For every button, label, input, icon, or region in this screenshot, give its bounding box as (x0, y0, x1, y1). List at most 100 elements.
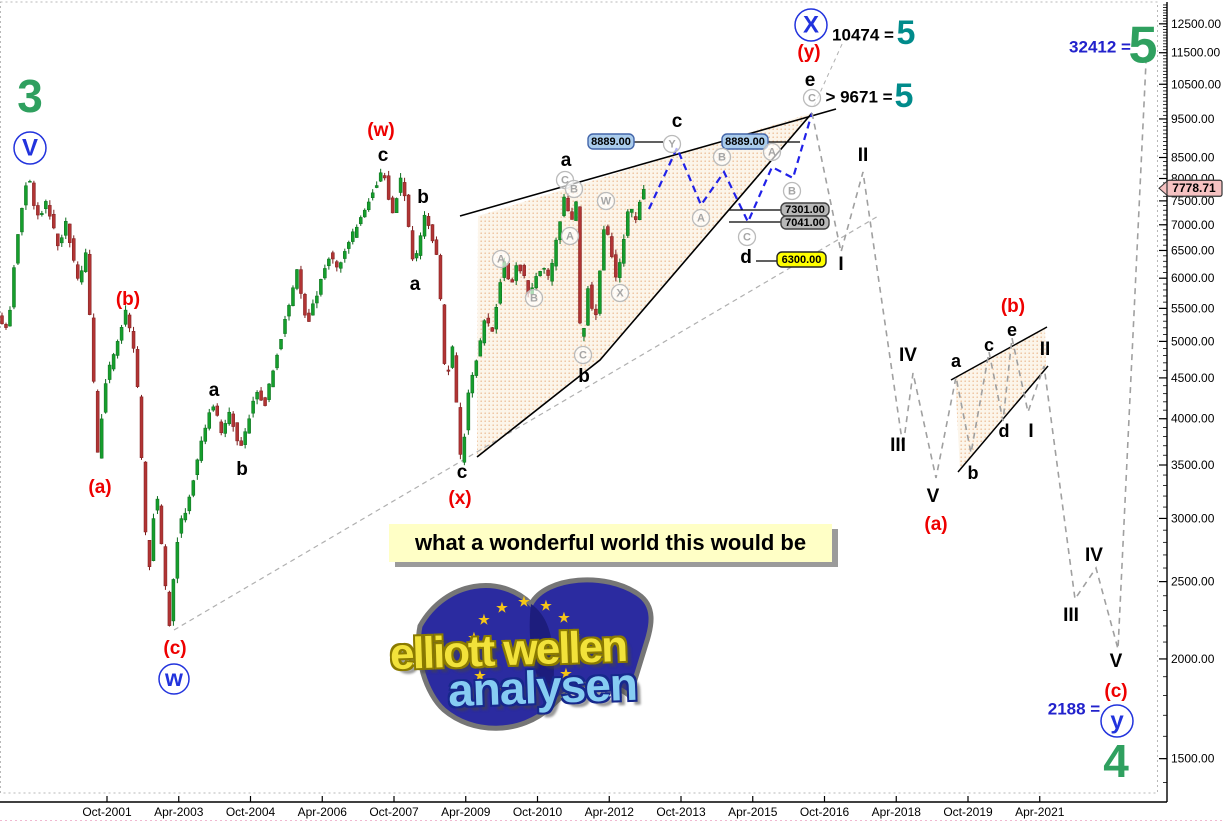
candle (171, 578, 176, 626)
candle (319, 278, 323, 297)
wave-label: d (999, 421, 1010, 441)
wave-label: II (858, 145, 869, 166)
candle (398, 173, 403, 196)
candle (470, 372, 475, 398)
candle (550, 259, 554, 286)
svg-text:8889.00: 8889.00 (591, 136, 631, 148)
candle (626, 209, 630, 238)
candle (183, 508, 188, 523)
wave-label: 3 (17, 70, 43, 122)
candle (343, 248, 347, 263)
y-axis-label: 6500.00 (1171, 243, 1215, 257)
circled-blue-labels: Vw Xy (13, 8, 1134, 738)
x-axis-label: Oct-2004 (226, 805, 276, 819)
logo-text-line2: analysen (447, 657, 638, 717)
svg-text:7301.00: 7301.00 (785, 204, 825, 216)
x-axis: Oct-2001 Apr-2003 Oct-2004 Apr-2006 Oct-2007… (0, 796, 1224, 821)
candle (271, 369, 275, 388)
candle (303, 292, 307, 318)
wave-label: > 9671 = (825, 87, 892, 106)
y-axis-label: 10500.00 (1171, 77, 1221, 91)
candle (235, 422, 239, 446)
x-axis-label: Apr-2015 (728, 805, 778, 819)
candle (279, 339, 283, 351)
svg-text:★: ★ (468, 630, 480, 645)
x-axis-label: Apr-2009 (441, 805, 491, 819)
wave-label: b (968, 463, 979, 483)
candle (16, 234, 20, 265)
svg-text:A: A (566, 230, 574, 242)
candle (83, 248, 88, 273)
candle (4, 322, 8, 330)
wave-label: b (578, 366, 590, 387)
wave-label: a (209, 380, 220, 401)
candle (231, 411, 235, 432)
candle (510, 277, 514, 283)
svg-text:A: A (697, 212, 705, 224)
candle (267, 383, 271, 403)
wave-label: V (1110, 651, 1123, 672)
candle (131, 326, 136, 353)
candle (370, 189, 375, 201)
x-axis-label: Oct-2016 (800, 805, 850, 819)
candle (24, 182, 28, 210)
candle (32, 180, 36, 210)
eu-flag-icon: ★ ★ ★ ★ ★ ★ ★ ★ ★ ★ ★ ★ (415, 577, 654, 731)
wave-label: V (927, 486, 940, 507)
y-axis-label: 8500.00 (1171, 150, 1215, 164)
candle (191, 479, 196, 498)
candle (418, 232, 423, 260)
price-level-7041.00: 7041.00 (729, 215, 830, 230)
candle (167, 590, 172, 627)
candle (187, 494, 192, 515)
x-axis-label: Apr-2012 (585, 805, 635, 819)
candle (159, 504, 164, 545)
wave-label: a (410, 274, 421, 295)
candle (542, 267, 546, 274)
candle (307, 308, 311, 322)
candle (215, 403, 219, 417)
candle (119, 324, 124, 344)
candle (638, 199, 642, 221)
candle (28, 179, 32, 183)
candle (630, 208, 634, 218)
site-logo: ★ ★ ★ ★ ★ ★ ★ ★ ★ ★ ★ ★ elliott wellen analysen (388, 566, 788, 746)
candle (362, 208, 367, 218)
candle (358, 215, 363, 226)
circled-wave-label: V (13, 131, 47, 165)
svg-text:★: ★ (490, 682, 502, 697)
candle (339, 261, 343, 273)
candle (378, 168, 383, 183)
price-level-7301.00: 7301.00 (729, 202, 830, 217)
wave-label: (y) (797, 42, 820, 63)
candle (446, 365, 451, 376)
candle (598, 270, 602, 316)
y-axis-label: 6000.00 (1171, 271, 1215, 285)
candle (103, 378, 108, 414)
y-axis-label: 7500.00 (1171, 194, 1215, 208)
wave-label: c (672, 111, 683, 132)
candle (390, 195, 395, 214)
circled-wave-label: Y (662, 134, 682, 154)
wave-label: III (890, 435, 906, 456)
svg-text:Y: Y (668, 138, 676, 150)
wave-label: (a) (88, 477, 111, 498)
x-axis-label: Oct-2001 (82, 805, 132, 819)
candle (219, 419, 223, 436)
candle (107, 361, 112, 384)
wave-label: a (561, 150, 572, 171)
candle (614, 249, 618, 282)
svg-text:★: ★ (568, 628, 580, 643)
candle (203, 424, 208, 445)
candle (422, 211, 427, 239)
candle (641, 185, 646, 200)
x-axis-label: Oct-2013 (656, 805, 706, 819)
candle (75, 261, 80, 281)
circled-wave-label: y (1100, 704, 1134, 738)
wave-label: (c) (1104, 681, 1127, 702)
candle (311, 299, 315, 316)
wave-label: II (1040, 339, 1051, 360)
circled-wave-label: B (524, 288, 544, 308)
y-axis-label: 7000.00 (1171, 218, 1215, 232)
